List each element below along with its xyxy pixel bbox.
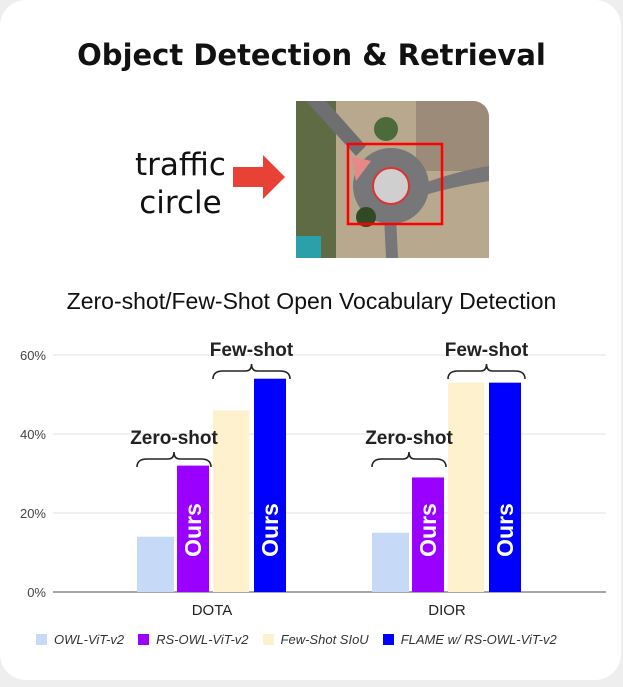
ours-bar-label: Ours (415, 503, 441, 557)
few-shot-label: Few-shot (210, 340, 294, 361)
bar-few-shot-siou (448, 382, 484, 592)
ours-bar-label: Ours (257, 503, 283, 557)
legend-item: RS-OWL-ViT-v2 (138, 632, 249, 647)
y-tick-label: 20% (20, 506, 46, 521)
ours-bar-label: Ours (492, 503, 518, 557)
legend-swatch (262, 634, 274, 645)
right-arrow-icon (233, 155, 285, 199)
few-shot-brace (212, 363, 291, 380)
bar-chart: 0% 20% 40% 60% DOTA Ours Ours Zero-shot Few-shot… (20, 340, 606, 619)
y-tick-label: 60% (20, 348, 46, 363)
bar-owl-vit-v2 (137, 536, 174, 592)
chart-title: Zero-shot/Few-Shot Open Vocabulary Detec… (66, 288, 557, 314)
legend-label: FLAME w/ RS-OWL-ViT-v2 (400, 632, 557, 647)
zero-shot-label: Zero-shot (130, 428, 218, 449)
legend-item: Few-Shot SIoU (262, 632, 369, 647)
legend-label: RS-OWL-ViT-v2 (156, 632, 249, 647)
legend-item: FLAME w/ RS-OWL-ViT-v2 (382, 632, 557, 647)
zero-shot-brace (371, 451, 447, 468)
x-tick-label: DIOR (428, 602, 466, 619)
legend-label: OWL-ViT-v2 (54, 632, 125, 647)
few-shot-label: Few-shot (445, 340, 529, 361)
legend-swatch (138, 634, 150, 645)
ours-bar-label: Ours (180, 503, 206, 557)
bar-owl-vit-v2 (372, 532, 409, 592)
bar-flame-w-rs-owl-vit-v2 (254, 378, 286, 592)
legend-swatch (36, 634, 47, 645)
x-tick-label: DOTA (192, 602, 233, 619)
bar-few-shot-siou (213, 410, 249, 592)
page-title: Object Detection & Retrieval (77, 38, 546, 72)
bar-rs-owl-vit-v2 (412, 477, 444, 592)
legend-item: OWL-ViT-v2 (36, 632, 124, 647)
bar-rs-owl-vit-v2 (177, 465, 209, 592)
y-tick-label: 0% (27, 585, 46, 600)
aerial-image (296, 101, 489, 258)
zero-shot-label: Zero-shot (365, 428, 453, 449)
query-line-1: traffic (135, 147, 226, 183)
query-text: traffic circle (135, 146, 226, 222)
zero-shot-brace (136, 451, 212, 468)
few-shot-brace (447, 363, 526, 380)
legend-swatch (382, 634, 394, 645)
y-tick-label: 40% (20, 427, 46, 442)
legend-label: Few-Shot SIoU (280, 632, 369, 647)
query-line-2: circle (139, 185, 222, 221)
bar-flame-w-rs-owl-vit-v2 (489, 382, 521, 592)
legend: OWL-ViT-v2 RS-OWL-ViT-v2 Few-Shot SIoU F… (36, 632, 557, 647)
